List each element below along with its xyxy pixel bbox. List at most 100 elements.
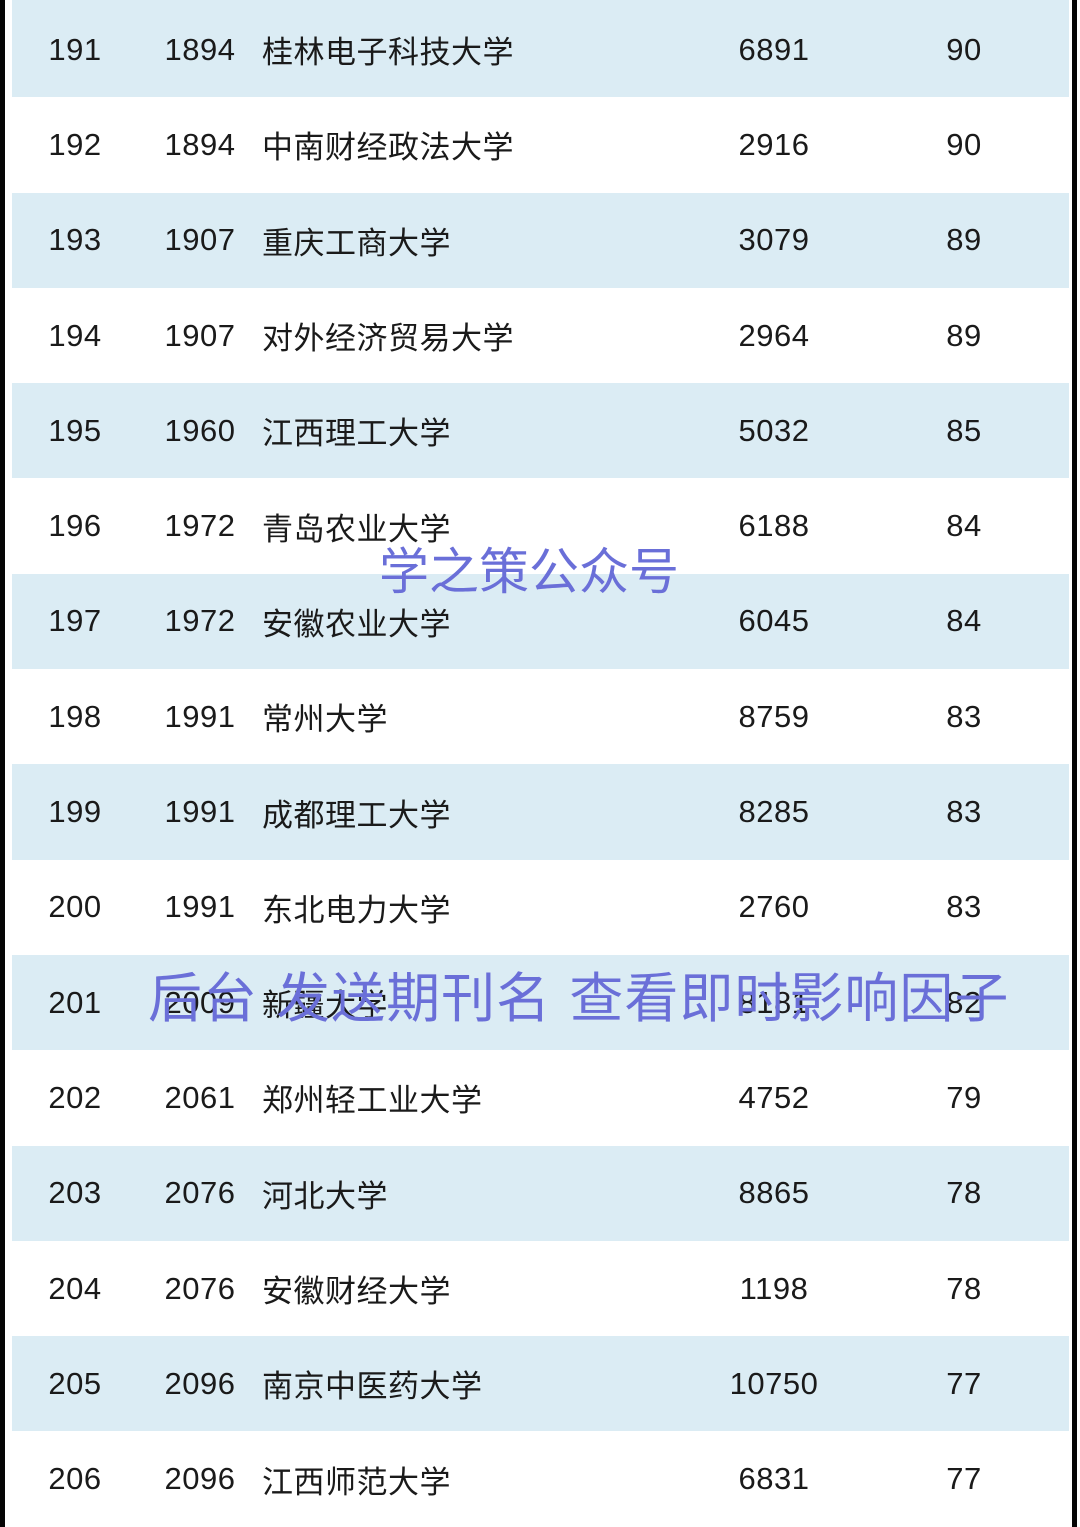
count-cell: 5032	[738, 412, 810, 448]
overall-rank-cell: 1907	[164, 222, 236, 258]
score-cell: 83	[946, 698, 982, 734]
count-cell: 8865	[738, 1175, 810, 1211]
overall-rank-cell: 2096	[164, 1461, 236, 1497]
university-name-cell: 青岛农业大学	[262, 511, 451, 547]
count-cell: 8181	[738, 984, 810, 1020]
count-cell: 4752	[738, 1079, 810, 1115]
table-row: 201 2009 新疆大学 8181 82	[12, 954, 1069, 1051]
university-name-cell: 江西理工大学	[262, 416, 451, 452]
score-cell: 90	[946, 126, 982, 162]
overall-rank-cell: 1991	[164, 698, 236, 734]
overall-rank-cell: 1894	[164, 31, 236, 67]
university-name-cell: 新疆大学	[262, 988, 388, 1024]
top-row-sliver	[12, 0, 1069, 2]
university-name-cell: 安徽财经大学	[262, 1274, 451, 1309]
university-name-cell: 桂林电子科技大学	[262, 35, 514, 71]
count-cell: 6188	[738, 508, 810, 544]
table-row: 203 2076 河北大学 8865 78	[12, 1145, 1069, 1241]
overall-rank-cell: 2009	[164, 984, 236, 1020]
rank-cell: 204	[48, 1270, 102, 1306]
university-name-cell: 成都理工大学	[262, 797, 451, 833]
table-row: 199 1991 成都理工大学 8285 83	[12, 764, 1069, 860]
score-cell: 78	[946, 1175, 982, 1211]
overall-rank-cell: 2096	[164, 1365, 236, 1401]
university-name-cell: 中南财经政法大学	[262, 130, 514, 166]
overall-rank-cell: 1894	[164, 126, 236, 162]
university-name-cell: 南京中医药大学	[262, 1369, 483, 1405]
score-cell: 77	[946, 1461, 982, 1497]
score-cell: 82	[946, 984, 982, 1020]
score-cell: 77	[946, 1365, 982, 1401]
overall-rank-cell: 1991	[164, 889, 236, 925]
right-edge-bar	[1072, 0, 1077, 1527]
overall-rank-cell: 1960	[164, 412, 236, 448]
university-name-cell: 东北电力大学	[262, 892, 451, 928]
table-row: 206 2096 江西师范大学 6831 77	[12, 1431, 1069, 1526]
university-name-cell: 郑州轻工业大学	[262, 1083, 483, 1119]
university-name-cell: 常州大学	[262, 702, 388, 738]
count-cell: 8759	[738, 698, 810, 734]
score-cell: 89	[946, 317, 982, 353]
score-cell: 85	[946, 412, 982, 448]
university-name-cell: 安徽农业大学	[262, 606, 451, 642]
count-cell: 3079	[738, 222, 810, 258]
count-cell: 6045	[738, 603, 810, 639]
table-row: 191 1894 桂林电子科技大学 6891 90	[12, 2, 1069, 98]
count-cell: 6831	[738, 1461, 810, 1497]
rank-cell: 197	[48, 603, 102, 639]
table-row: 196 1972 青岛农业大学 6188 84	[12, 478, 1069, 573]
rank-cell: 201	[48, 984, 102, 1020]
rank-cell: 200	[48, 889, 102, 925]
score-cell: 84	[946, 603, 982, 639]
rank-cell: 202	[48, 1079, 102, 1115]
table-row: 197 1972 安徽农业大学 6045 84	[12, 573, 1069, 670]
rank-cell: 196	[48, 508, 102, 544]
score-cell: 90	[946, 31, 982, 67]
university-name-cell: 河北大学	[262, 1178, 388, 1214]
count-cell: 6891	[738, 31, 810, 67]
score-cell: 84	[946, 508, 982, 544]
rank-cell: 198	[48, 698, 102, 734]
rank-cell: 203	[48, 1175, 102, 1211]
count-cell: 10750	[729, 1365, 819, 1401]
overall-rank-cell: 1991	[164, 794, 236, 830]
left-edge-bar	[0, 0, 5, 1527]
count-cell: 2916	[738, 126, 810, 162]
count-cell: 8285	[738, 794, 810, 830]
score-cell: 79	[946, 1079, 982, 1115]
rank-cell: 205	[48, 1365, 102, 1401]
table-row: 194 1907 对外经济贸易大学 2964 89	[12, 288, 1069, 383]
count-cell: 2964	[738, 317, 810, 353]
rank-cell: 192	[48, 126, 102, 162]
count-cell: 2760	[738, 889, 810, 925]
rank-cell: 193	[48, 222, 102, 258]
rank-cell: 199	[48, 794, 102, 830]
overall-rank-cell: 2076	[164, 1175, 236, 1211]
university-name-cell: 江西师范大学	[262, 1464, 451, 1500]
table-row: 195 1960 江西理工大学 5032 85	[12, 383, 1069, 479]
table-row: 205 2096 南京中医药大学 10750 77	[12, 1336, 1069, 1432]
table-row: 200 1991 东北电力大学 2760 83	[12, 860, 1069, 955]
overall-rank-cell: 2076	[164, 1270, 236, 1306]
score-cell: 83	[946, 794, 982, 830]
score-cell: 89	[946, 222, 982, 258]
rank-cell: 195	[48, 412, 102, 448]
score-cell: 78	[946, 1270, 982, 1306]
rank-cell: 206	[48, 1461, 102, 1497]
rank-cell: 191	[48, 31, 102, 67]
overall-rank-cell: 2061	[164, 1079, 236, 1115]
table-row: 204 2076 安徽财经大学 1198 78	[12, 1241, 1069, 1336]
university-ranking-table: 191 1894 桂林电子科技大学 6891 90 192 1894 中南财经政…	[12, 2, 1069, 1527]
table-row: 193 1907 重庆工商大学 3079 89	[12, 192, 1069, 288]
table-row: 202 2061 郑州轻工业大学 4752 79	[12, 1050, 1069, 1145]
rank-cell: 194	[48, 317, 102, 353]
score-cell: 83	[946, 889, 982, 925]
overall-rank-cell: 1972	[164, 508, 236, 544]
table-row: 198 1991 常州大学 8759 83	[12, 669, 1069, 764]
university-name-cell: 重庆工商大学	[262, 225, 451, 261]
overall-rank-cell: 1972	[164, 603, 236, 639]
count-cell: 1198	[739, 1270, 809, 1306]
overall-rank-cell: 1907	[164, 317, 236, 353]
university-name-cell: 对外经济贸易大学	[262, 321, 514, 357]
